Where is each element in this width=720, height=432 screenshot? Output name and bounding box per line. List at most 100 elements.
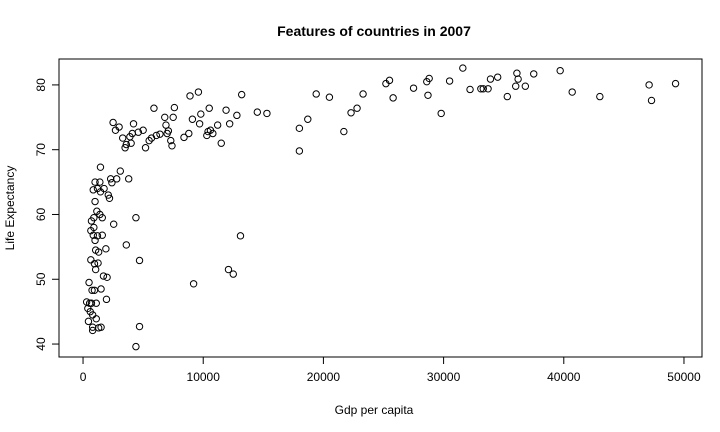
data-point bbox=[188, 115, 197, 123]
data-point bbox=[484, 85, 492, 93]
data-point bbox=[100, 184, 108, 193]
x-tick-label: 30000 bbox=[427, 370, 461, 384]
data-point bbox=[103, 273, 111, 282]
data-point bbox=[409, 84, 418, 92]
data-point bbox=[132, 214, 140, 222]
data-point bbox=[253, 108, 262, 116]
x-axis: 0 10000 20000 30000 40000 50000 bbox=[80, 356, 701, 384]
data-point bbox=[94, 259, 102, 267]
data-point bbox=[108, 179, 116, 187]
data-point bbox=[530, 70, 538, 78]
data-point bbox=[229, 270, 237, 278]
data-point bbox=[84, 317, 93, 326]
data-point bbox=[194, 88, 203, 96]
data-point bbox=[152, 131, 161, 140]
data-point bbox=[222, 106, 230, 114]
data-point bbox=[512, 82, 520, 90]
data-point bbox=[125, 175, 133, 183]
data-point bbox=[596, 92, 604, 101]
data-point bbox=[445, 77, 454, 85]
data-point bbox=[96, 163, 105, 171]
data-point bbox=[109, 220, 118, 228]
plot-frame bbox=[58, 58, 703, 358]
x-tick-label: 50000 bbox=[667, 370, 701, 384]
data-point bbox=[98, 214, 106, 222]
data-point bbox=[425, 74, 433, 83]
data-point bbox=[213, 121, 222, 129]
y-axis: 40 50 60 70 80 bbox=[34, 78, 60, 351]
data-point bbox=[92, 299, 100, 307]
data-point bbox=[671, 79, 680, 88]
data-point bbox=[224, 265, 233, 274]
data-point bbox=[122, 241, 131, 249]
data-point bbox=[493, 73, 502, 81]
data-point bbox=[167, 136, 175, 145]
data-point bbox=[340, 127, 348, 136]
data-point bbox=[304, 115, 312, 123]
data-point bbox=[477, 85, 485, 93]
x-tick-label: 40000 bbox=[547, 370, 581, 384]
data-point bbox=[102, 295, 111, 304]
data-point bbox=[89, 186, 97, 194]
data-point bbox=[645, 81, 653, 89]
data-point bbox=[325, 93, 334, 101]
data-point bbox=[141, 144, 150, 152]
data-point bbox=[90, 214, 98, 222]
data-point bbox=[466, 85, 474, 94]
data-point bbox=[459, 64, 467, 72]
data-point bbox=[121, 144, 129, 152]
data-point bbox=[156, 130, 164, 138]
data-point bbox=[97, 285, 105, 293]
data-point bbox=[514, 75, 522, 83]
data-point bbox=[104, 191, 112, 199]
data-point bbox=[186, 92, 194, 100]
data-point bbox=[389, 94, 397, 102]
data-point bbox=[135, 256, 144, 265]
data-point bbox=[102, 245, 110, 253]
data-point bbox=[233, 111, 241, 120]
data-point bbox=[437, 109, 445, 118]
data-point bbox=[385, 76, 394, 85]
data-point bbox=[115, 123, 123, 131]
data-point bbox=[97, 323, 105, 331]
data-point bbox=[647, 96, 656, 105]
y-tick-label: 60 bbox=[34, 207, 48, 221]
data-point bbox=[105, 194, 114, 202]
data-point bbox=[85, 278, 93, 287]
data-point bbox=[139, 126, 147, 134]
data-point bbox=[116, 167, 124, 175]
data-point bbox=[129, 120, 138, 128]
data-point bbox=[161, 113, 169, 122]
data-point bbox=[195, 120, 204, 128]
data-point bbox=[118, 134, 127, 142]
data-point bbox=[479, 85, 487, 93]
data-point bbox=[295, 124, 304, 133]
data-point bbox=[109, 118, 117, 127]
data-point bbox=[209, 129, 217, 138]
data-point bbox=[127, 139, 135, 147]
data-point bbox=[217, 139, 225, 147]
data-point bbox=[521, 82, 530, 90]
y-tick-label: 50 bbox=[34, 272, 48, 286]
data-point bbox=[91, 178, 99, 186]
data-point bbox=[91, 265, 100, 274]
data-point bbox=[503, 92, 511, 101]
y-tick-label: 70 bbox=[34, 143, 48, 157]
data-point bbox=[122, 140, 131, 149]
data-point bbox=[189, 280, 198, 288]
chart-title: Features of countries in 2007 bbox=[277, 23, 471, 39]
data-point bbox=[96, 178, 104, 186]
data-point bbox=[132, 342, 140, 351]
data-point bbox=[150, 104, 158, 112]
data-point bbox=[99, 272, 108, 280]
data-point bbox=[568, 88, 576, 96]
data-point bbox=[180, 133, 188, 142]
data-point bbox=[347, 109, 355, 117]
data-point bbox=[359, 90, 367, 98]
x-tick-label: 10000 bbox=[187, 370, 221, 384]
data-point bbox=[486, 75, 495, 83]
data-point bbox=[185, 129, 193, 138]
data-point bbox=[353, 104, 361, 112]
data-points bbox=[82, 64, 680, 351]
